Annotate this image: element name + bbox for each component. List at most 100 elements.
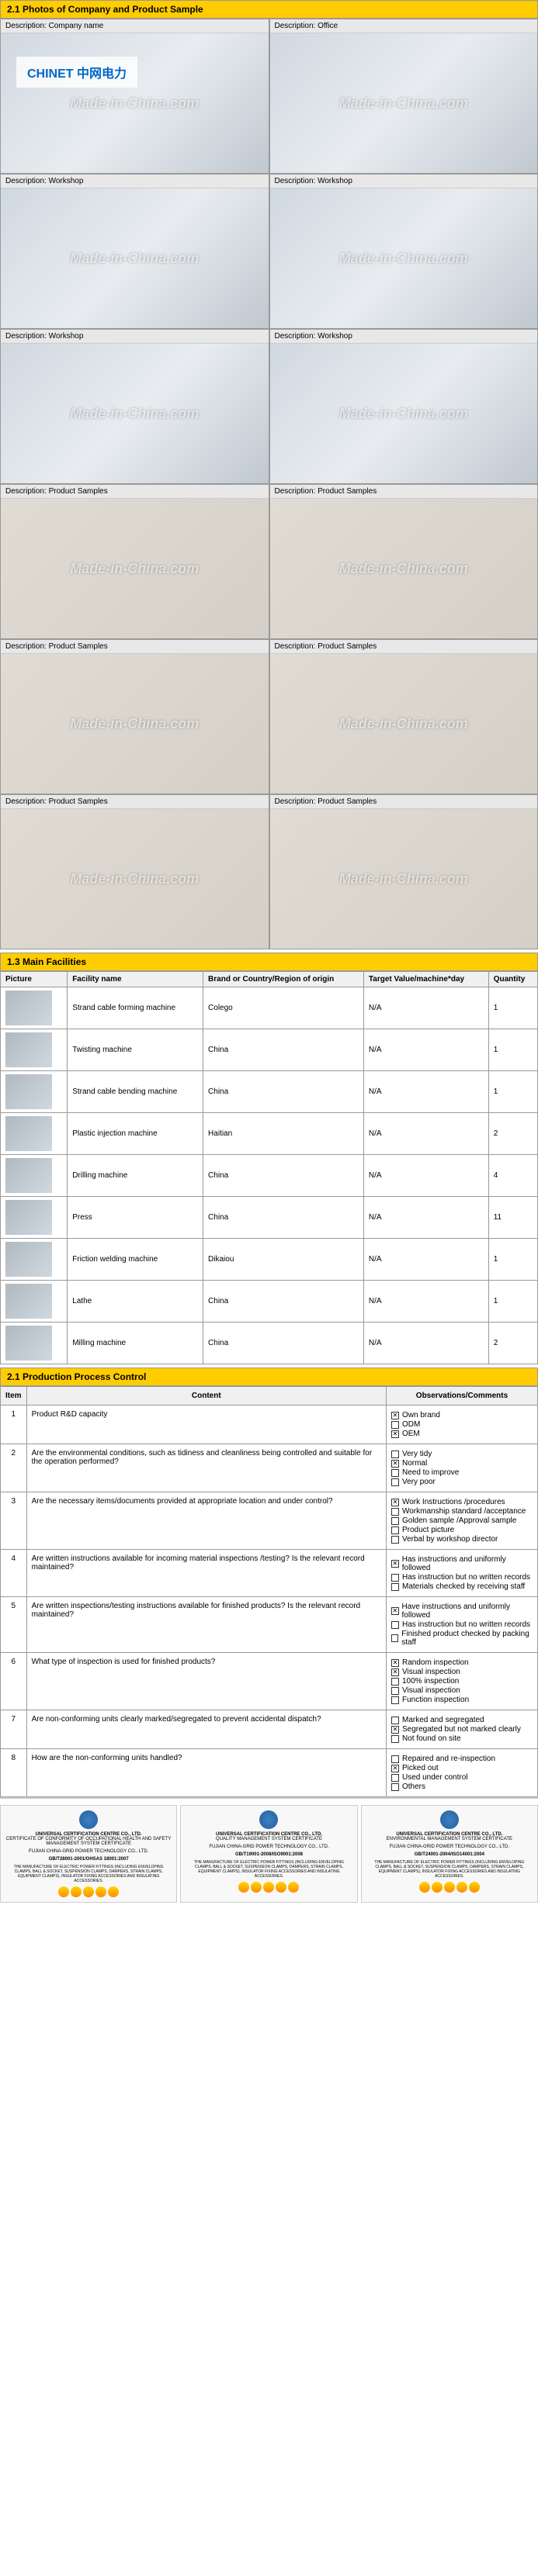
cert-badges <box>5 1886 172 1897</box>
checkbox-label: Have instructions and uniformly followed <box>402 1603 533 1620</box>
facility-brand: Colego <box>203 987 364 1029</box>
photo-cell: Description: Workshop Made-in-China.com <box>0 329 269 484</box>
checkbox-icon <box>391 1621 399 1629</box>
checkbox-icon <box>391 1421 399 1429</box>
checkbox-label: Others <box>402 1782 425 1791</box>
checkbox-icon <box>391 1717 399 1724</box>
photo-cell: Description: WorkshopMade-in-China.com <box>269 329 538 484</box>
checkbox-item: OEM <box>391 1430 533 1438</box>
cert-company: FUJIAN CHINA-GRID POWER TECHNOLOGY CO., … <box>5 1849 172 1854</box>
checkbox-item: Picked out <box>391 1764 533 1772</box>
facility-name: Press <box>68 1197 203 1239</box>
table-header: Content <box>26 1387 386 1406</box>
checkbox-label: Function inspection <box>402 1696 469 1704</box>
watermark: Made-in-China.com <box>70 406 199 422</box>
facility-qty: 1 <box>488 987 537 1029</box>
checkbox-label: Segregated but not marked clearly <box>402 1725 521 1734</box>
table-row: 4Are written instructions available for … <box>1 1550 538 1597</box>
machine-picture <box>1 1323 68 1364</box>
facility-qty: 2 <box>488 1323 537 1364</box>
facility-name: Milling machine <box>68 1323 203 1364</box>
photo-image: Made-in-China.com <box>270 499 538 638</box>
table-row: 5Are written inspections/testing instruc… <box>1 1597 538 1653</box>
badge-icon <box>95 1886 106 1897</box>
facility-qty: 4 <box>488 1155 537 1197</box>
facility-target: N/A <box>363 1113 488 1155</box>
facility-name: Strand cable forming machine <box>68 987 203 1029</box>
checkbox-icon <box>391 1696 399 1704</box>
item-content: Are written inspections/testing instruct… <box>26 1597 386 1653</box>
checkbox-icon <box>391 1574 399 1582</box>
photo-image: Made-in-China.com <box>270 654 538 794</box>
section-2-title: 1.3 Main Facilities <box>0 953 538 971</box>
table-header: Brand or Country/Region of origin <box>203 972 364 987</box>
watermark: Made-in-China.com <box>70 561 199 577</box>
checkbox-icon <box>391 1478 399 1486</box>
facility-brand: China <box>203 1155 364 1197</box>
checkbox-icon <box>391 1517 399 1525</box>
item-number: 3 <box>1 1492 27 1550</box>
photo-cell: Description: Product SamplesMade-in-Chin… <box>269 639 538 794</box>
checkbox-icon <box>391 1783 399 1791</box>
watermark: Made-in-China.com <box>339 95 468 112</box>
photo-label: Description: Workshop <box>270 330 538 344</box>
checkbox-item: Have instructions and uniformly followed <box>391 1603 533 1620</box>
checkbox-icon <box>391 1607 399 1615</box>
checkbox-icon <box>391 1668 399 1676</box>
checkbox-item: Golden sample /Approval sample <box>391 1516 533 1525</box>
item-content: Are the necessary items/documents provid… <box>26 1492 386 1550</box>
facility-qty: 1 <box>488 1029 537 1071</box>
checkbox-item: Own brand <box>391 1411 533 1419</box>
facility-qty: 11 <box>488 1197 537 1239</box>
machine-picture <box>1 1197 68 1239</box>
checkbox-label: Golden sample /Approval sample <box>402 1516 516 1525</box>
facility-name: Friction welding machine <box>68 1239 203 1281</box>
facility-brand: China <box>203 1029 364 1071</box>
facility-brand: China <box>203 1071 364 1113</box>
table-row: Milling machineChinaN/A2 <box>1 1323 538 1364</box>
checkbox-label: Need to improve <box>402 1468 459 1477</box>
checkbox-label: Product picture <box>402 1526 454 1534</box>
checkbox-label: Marked and segregated <box>402 1716 484 1724</box>
photo-label: Description: Workshop <box>1 330 269 344</box>
cert-standard: GB/T24001-2004/ISO14001:2004 <box>366 1852 533 1857</box>
badge-icon <box>108 1886 119 1897</box>
photo-label: Description: Product Samples <box>1 640 269 654</box>
checkbox-item: 100% inspection <box>391 1677 533 1686</box>
checkbox-item: Function inspection <box>391 1696 533 1704</box>
checkbox-item: Has instructions and uniformly followed <box>391 1555 533 1572</box>
facility-name: Drilling machine <box>68 1155 203 1197</box>
checkbox-label: Own brand <box>402 1411 440 1419</box>
item-number: 8 <box>1 1749 27 1797</box>
photo-label: Description: Company name <box>1 19 269 33</box>
badge-icon <box>276 1882 286 1893</box>
item-observations: Random inspectionVisual inspection100% i… <box>386 1653 537 1710</box>
checkbox-item: Product picture <box>391 1526 533 1534</box>
item-number: 1 <box>1 1406 27 1444</box>
checkbox-label: Picked out <box>402 1764 439 1772</box>
section-1-title: 2.1 Photos of Company and Product Sample <box>0 0 538 19</box>
badge-icon <box>469 1882 480 1893</box>
checkbox-icon <box>391 1634 398 1642</box>
cert-sub: ENVIRONMENTAL MANAGEMENT SYSTEM CERTIFIC… <box>366 1837 533 1841</box>
facility-name: Lathe <box>68 1281 203 1323</box>
cert-standard: GB/T19001-2008/ISO9001:2008 <box>186 1852 352 1857</box>
checkbox-item: Not found on site <box>391 1734 533 1743</box>
facility-target: N/A <box>363 1281 488 1323</box>
checkbox-item: Very tidy <box>391 1450 533 1458</box>
photo-image: Made-in-China.com <box>1 654 269 794</box>
facility-name: Strand cable bending machine <box>68 1071 203 1113</box>
table-row: LatheChinaN/A1 <box>1 1281 538 1323</box>
checkbox-label: Work Instructions /procedures <box>402 1498 505 1506</box>
checkbox-icon <box>391 1451 399 1458</box>
table-header: Facility name <box>68 972 203 987</box>
table-header: Item <box>1 1387 27 1406</box>
item-content: Are non-conforming units clearly marked/… <box>26 1710 386 1749</box>
table-header: Quantity <box>488 972 537 987</box>
cert-badges <box>366 1882 533 1893</box>
photo-cell: Description: Product SamplesMade-in-Chin… <box>0 639 269 794</box>
facility-name: Twisting machine <box>68 1029 203 1071</box>
item-number: 2 <box>1 1444 27 1492</box>
photo-label: Description: Workshop <box>270 175 538 188</box>
photo-cell: Description: Product SamplesMade-in-Chin… <box>0 484 269 639</box>
